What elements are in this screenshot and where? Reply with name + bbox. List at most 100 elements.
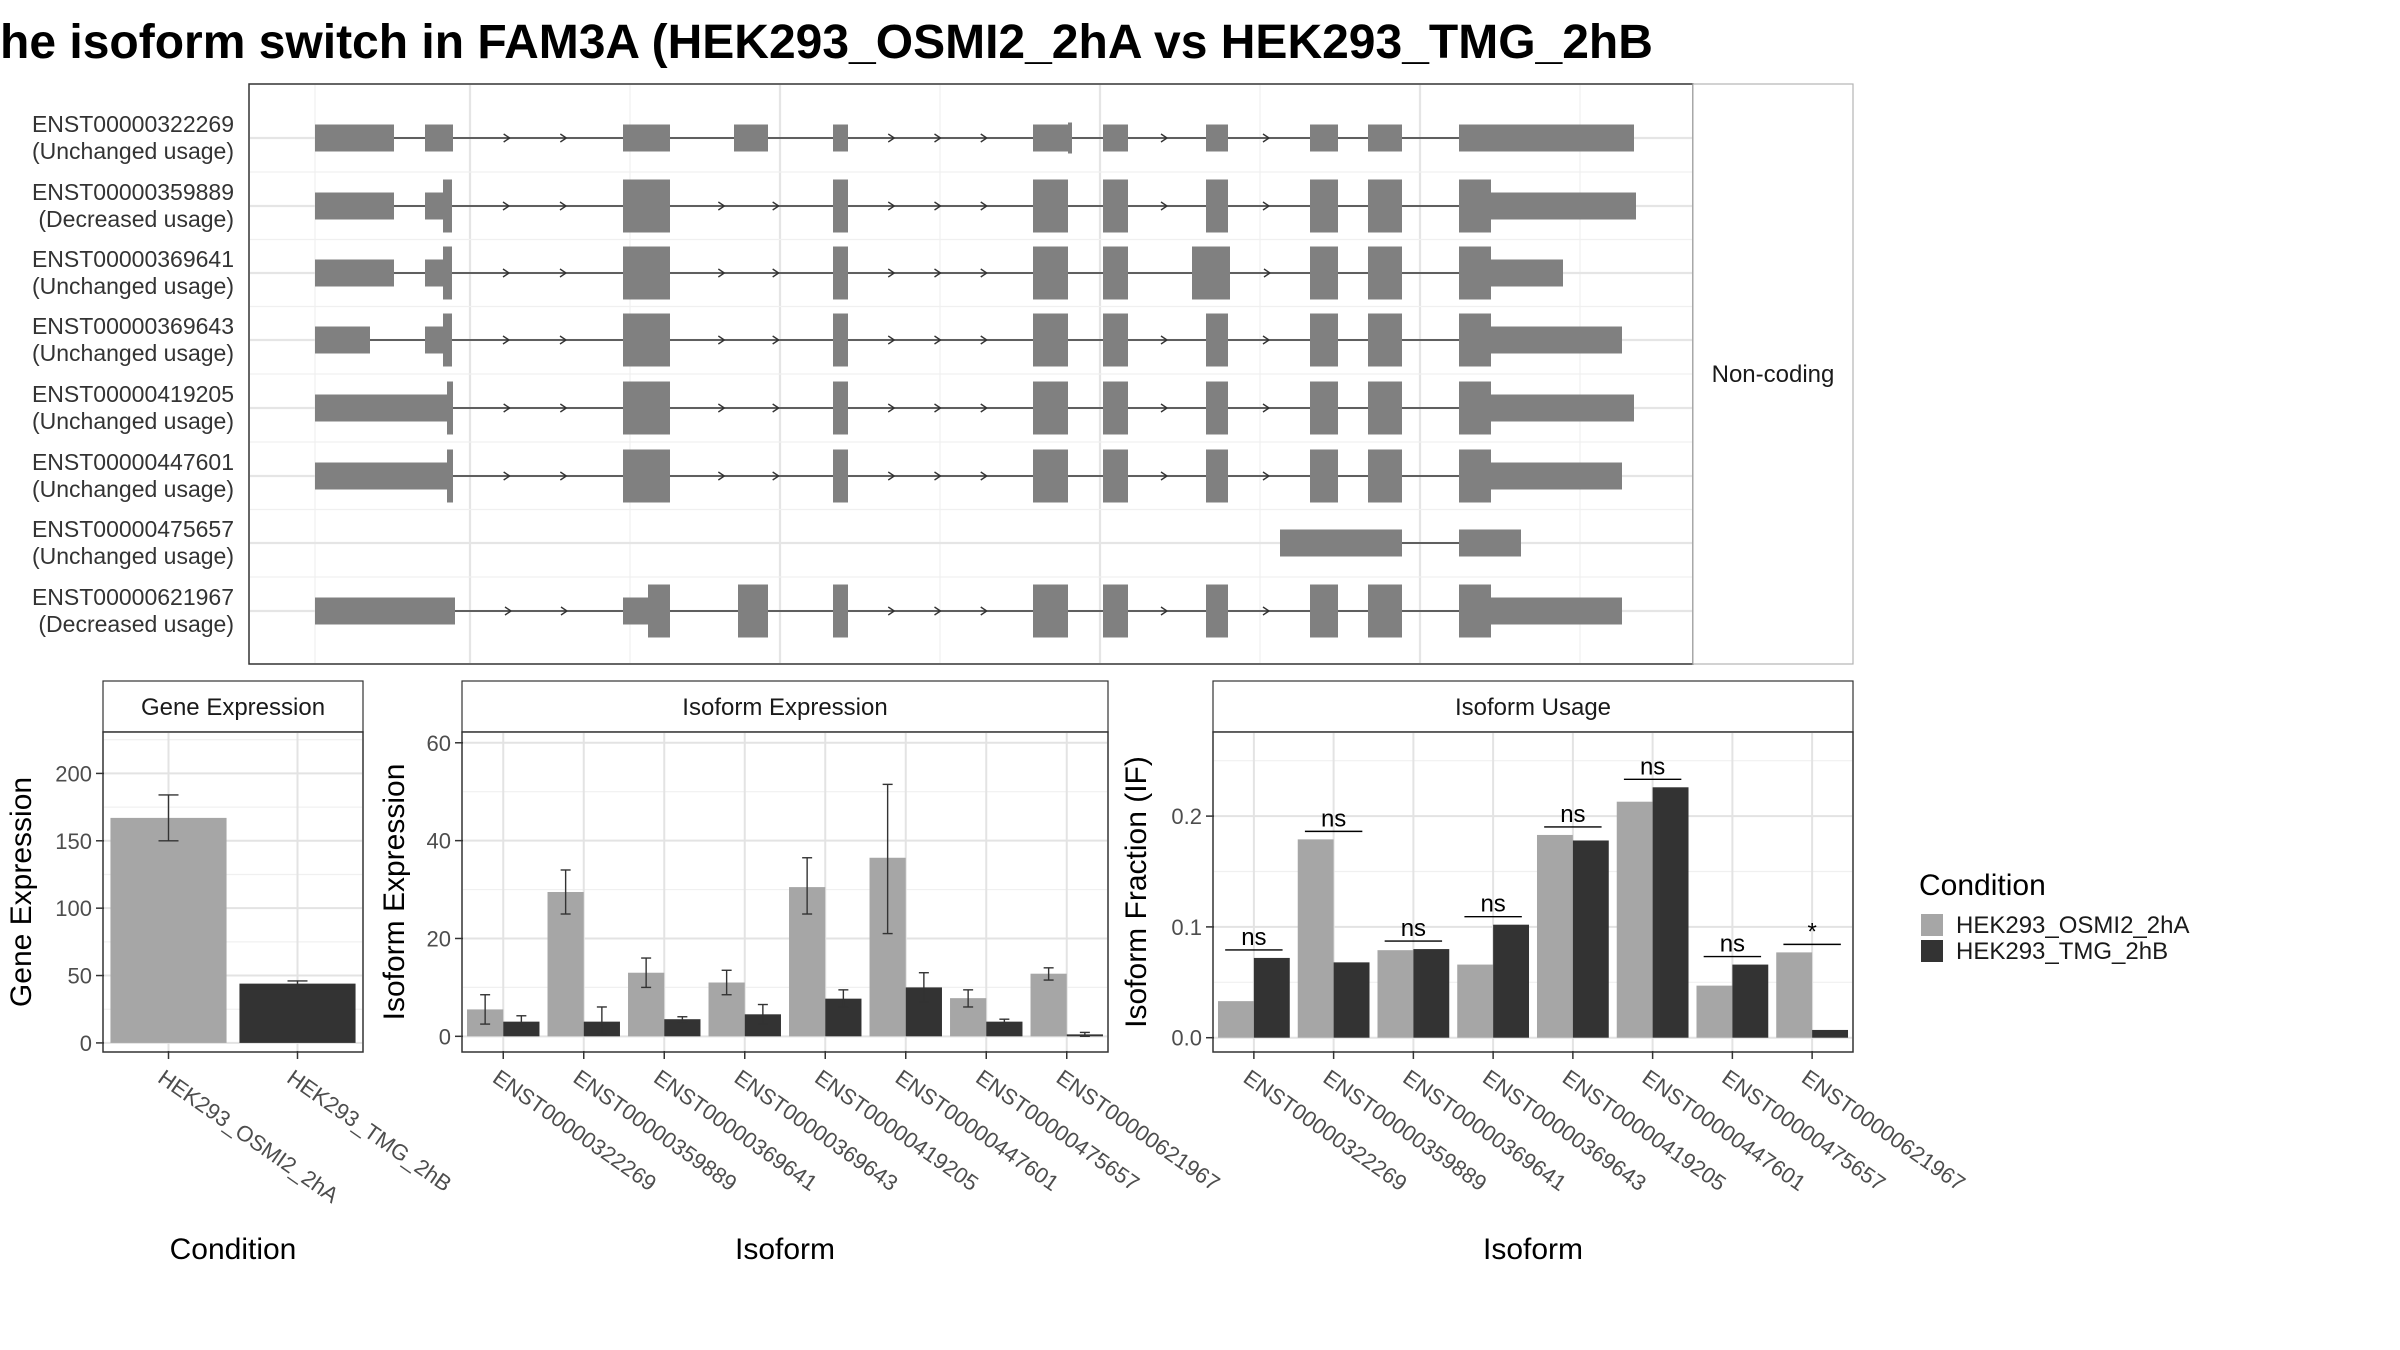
- legend-swatch-osmi: [1921, 914, 1943, 936]
- bar-osmi: [1616, 801, 1653, 1038]
- exon: [833, 124, 848, 152]
- exon: [623, 246, 670, 300]
- exon: [1068, 122, 1072, 154]
- bar-osmi: [547, 892, 584, 1037]
- isousage-ylabel: Isoform Fraction (IF): [1120, 756, 1153, 1028]
- exon: [315, 326, 370, 354]
- isoform-row-ENST00000419205: ENST00000419205 (Unchanged usage): [32, 381, 1634, 435]
- intron-arrow: [772, 335, 780, 345]
- figure-title: he isoform switch in FAM3A (HEK293_OSMI2…: [0, 16, 1653, 69]
- exon: [315, 259, 394, 287]
- exon: [425, 124, 453, 152]
- gene-xlabel: Condition: [170, 1233, 297, 1266]
- y-tick-label: 0.2: [1171, 804, 1202, 829]
- bar-tmg: [1493, 924, 1530, 1038]
- exon: [315, 124, 394, 152]
- intron-arrow: [887, 335, 896, 345]
- isoform-row-ENST00000359889: ENST00000359889 (Decreased usage): [32, 179, 1636, 233]
- exon: [1368, 584, 1402, 638]
- intron-arrow: [502, 335, 511, 345]
- bar-tmg: [1732, 964, 1769, 1038]
- exon: [833, 313, 848, 367]
- exon: [1206, 584, 1228, 638]
- intron-arrow: [1160, 606, 1169, 616]
- intron-arrow: [772, 268, 780, 278]
- exon: [1103, 449, 1128, 503]
- exon: [315, 462, 447, 490]
- isoform-row-label: ENST00000419205 (Unchanged usage): [32, 381, 234, 434]
- structure-rows: ENST00000322269 (Unchanged usage) ENST0000…: [32, 111, 1636, 638]
- bar-tmg: [1413, 949, 1450, 1038]
- exon: [833, 179, 848, 233]
- isoexpr-strip-box: [461, 680, 1109, 733]
- exon: [1491, 124, 1634, 152]
- intron-arrow: [772, 403, 780, 413]
- isoform-row-label: ENST00000322269 (Unchanged usage): [32, 111, 234, 164]
- exon: [623, 381, 670, 435]
- intron-arrow: [934, 268, 942, 278]
- exon: [1033, 449, 1068, 503]
- legend-label-tmg: HEK293_TMG_2hB: [1956, 938, 2168, 965]
- isoform-row-label: ENST00000475657 (Unchanged usage): [32, 516, 234, 569]
- bar-tmg: [744, 1014, 781, 1037]
- intron-arrow: [1160, 471, 1169, 481]
- y-tick-label: 0: [439, 1024, 451, 1049]
- intron-arrow: [717, 201, 726, 211]
- exon: [1491, 192, 1636, 220]
- intron-arrow: [1160, 133, 1169, 143]
- significance-label: ns: [1560, 801, 1585, 828]
- isoform-row-label: ENST00000359889 (Decreased usage): [32, 179, 234, 232]
- intron-arrow: [502, 201, 511, 211]
- exon: [1368, 124, 1402, 152]
- exon: [1459, 179, 1491, 233]
- intron-arrow: [717, 403, 726, 413]
- intron-arrow: [717, 268, 726, 278]
- intron-arrow: [503, 403, 511, 413]
- y-tick-label: 60: [427, 731, 451, 756]
- intron-arrow: [559, 133, 568, 143]
- exon: [1459, 381, 1491, 435]
- bar-osmi: [1297, 839, 1334, 1038]
- intron-arrow: [887, 133, 896, 143]
- bar-tmg: [664, 1019, 701, 1037]
- intron-arrow: [934, 403, 942, 413]
- isoform-row-label: ENST00000369641 (Unchanged usage): [32, 246, 234, 299]
- intron-arrow: [1263, 268, 1272, 278]
- legend-swatch-tmg: [1921, 940, 1943, 962]
- exon: [1206, 449, 1228, 503]
- intron-arrow: [980, 133, 989, 143]
- bar-osmi: [1696, 985, 1733, 1038]
- exon: [1459, 313, 1491, 367]
- structure-strip-label: Non-coding: [1712, 361, 1835, 388]
- y-tick-label: 0.0: [1171, 1026, 1202, 1051]
- intron-arrow: [887, 606, 896, 616]
- gene-ylabel: Gene Expression: [5, 777, 38, 1007]
- intron-arrow: [887, 268, 896, 278]
- intron-arrow: [1160, 403, 1169, 413]
- bar-tmg: [1253, 957, 1290, 1038]
- bar-tmg: [239, 983, 356, 1043]
- isoform-row-ENST00000621967: ENST00000621967 (Decreased usage): [32, 584, 1622, 638]
- exon: [1368, 179, 1402, 233]
- bar-osmi: [1776, 952, 1813, 1038]
- exon: [1206, 179, 1228, 233]
- exon: [1103, 124, 1128, 152]
- legend-label-osmi: HEK293_OSMI2_2hA: [1956, 912, 2189, 939]
- exon: [447, 381, 453, 435]
- significance-label: ns: [1720, 931, 1745, 958]
- gene-strip-title: Gene Expression: [141, 694, 325, 721]
- intron-arrow: [503, 471, 511, 481]
- bar-tmg: [1333, 962, 1370, 1038]
- exon: [315, 394, 447, 422]
- exon: [1459, 124, 1491, 152]
- exon: [1368, 381, 1402, 435]
- significance-label: ns: [1480, 891, 1505, 918]
- y-tick-label: 0: [80, 1031, 92, 1056]
- exon: [833, 381, 848, 435]
- bar-osmi: [1217, 1001, 1254, 1038]
- exon: [1368, 449, 1402, 503]
- isoform-row-label: ENST00000621967 (Decreased usage): [32, 584, 234, 637]
- legend: Condition HEK293_OSMI2_2hA HEK293_TMG_2h…: [1919, 869, 2189, 965]
- isoform-row-ENST00000322269: ENST00000322269 (Unchanged usage): [32, 111, 1634, 164]
